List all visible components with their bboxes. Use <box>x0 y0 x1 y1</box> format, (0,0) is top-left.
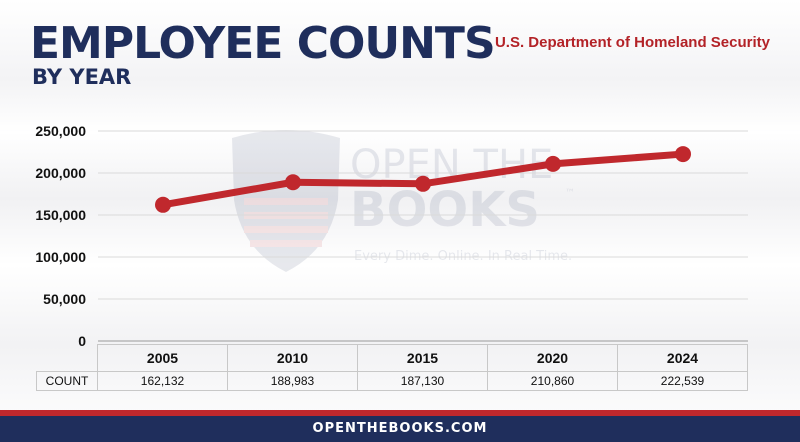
count-cell: 222,539 <box>617 371 748 391</box>
footer-stripe <box>0 410 800 416</box>
chart-subtitle: BY YEAR <box>32 65 132 89</box>
year-header-cell: 2015 <box>357 344 488 372</box>
year-header-cell: 2005 <box>97 344 228 372</box>
series-layer <box>155 146 691 213</box>
count-cell: 188,983 <box>227 371 358 391</box>
table-corner-cell <box>36 344 98 372</box>
gridlines <box>98 130 748 342</box>
data-point <box>285 174 301 191</box>
count-row: COUNT 162,132 188,983 187,130 210,860 222,53… <box>36 371 748 391</box>
year-header-row: 2005 2010 2015 2020 2024 <box>36 344 748 372</box>
open-the-books-watermark: OPEN THE BOOKS ™ Every Dime. Online. In … <box>232 130 575 272</box>
data-table: 2005 2010 2015 2020 2024 COUNT 162,132 188,98… <box>36 344 748 391</box>
year-header-cell: 2020 <box>487 344 618 372</box>
y-tick-label: 250,000 <box>35 123 86 139</box>
watermark-line2: BOOKS <box>350 182 540 238</box>
y-tick-label: 200,000 <box>35 165 86 181</box>
footer-url: OPENTHEBOOKS.COM <box>0 416 800 442</box>
data-point <box>155 196 171 213</box>
agency-name: U.S. Department of Homeland Security <box>494 34 770 51</box>
count-cell: 162,132 <box>97 371 228 391</box>
y-axis-tick-labels: 0 50,000 100,000 150,000 200,000 250,000 <box>35 123 86 349</box>
chart-title: EMPLOYEE COUNTS <box>30 18 496 69</box>
watermark-trademark: ™ <box>565 188 575 199</box>
count-row-label: COUNT <box>36 371 98 391</box>
y-tick-label: 0 <box>78 333 86 349</box>
data-point <box>545 155 561 172</box>
y-tick-label: 100,000 <box>35 249 86 265</box>
year-header-cell: 2010 <box>227 344 358 372</box>
data-point <box>415 175 431 192</box>
y-tick-label: 50,000 <box>43 291 86 307</box>
count-cell: 187,130 <box>357 371 488 391</box>
data-point <box>675 146 691 163</box>
count-cell: 210,860 <box>487 371 618 391</box>
y-tick-label: 150,000 <box>35 207 86 223</box>
year-header-cell: 2024 <box>617 344 748 372</box>
shield-logo-icon <box>232 130 340 272</box>
